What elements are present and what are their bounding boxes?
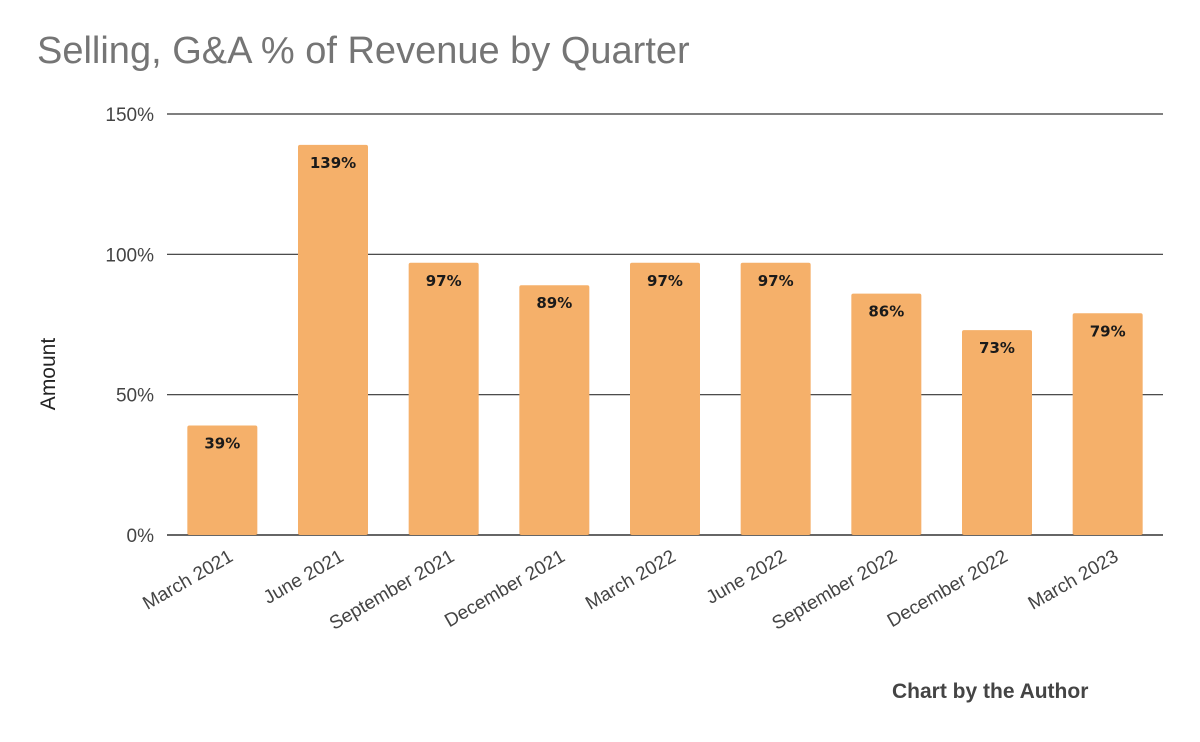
x-tick-label: September 2022 bbox=[769, 546, 901, 634]
data-label: 73% bbox=[979, 339, 1015, 357]
y-axis-ticks: 0% 50% 100% 150% bbox=[105, 105, 154, 547]
bar bbox=[187, 425, 258, 535]
x-tick-label: March 2021 bbox=[139, 546, 236, 614]
data-label: 39% bbox=[204, 435, 240, 453]
x-tick-label: December 2022 bbox=[884, 546, 1012, 632]
x-tick-label: December 2021 bbox=[441, 546, 569, 632]
x-tick-label: June 2021 bbox=[260, 546, 347, 609]
chart-title: Selling, G&A % of Revenue by Quarter bbox=[37, 30, 690, 72]
data-labels: 39% 139% 97% 89% 97% 97% 86% 73% 79% bbox=[204, 154, 1125, 453]
x-tick-label: September 2021 bbox=[326, 546, 458, 634]
bar bbox=[962, 330, 1032, 535]
data-label: 139% bbox=[310, 154, 356, 172]
bar bbox=[298, 144, 368, 535]
bar bbox=[408, 262, 479, 535]
data-label: 89% bbox=[536, 294, 572, 312]
data-label: 86% bbox=[868, 303, 904, 321]
y-tick-label: 0% bbox=[127, 526, 155, 547]
chart-credit: Chart by the Author bbox=[892, 680, 1089, 703]
y-tick-label: 50% bbox=[116, 386, 154, 407]
bar bbox=[519, 285, 590, 535]
data-label: 97% bbox=[426, 272, 462, 290]
data-label: 79% bbox=[1090, 322, 1126, 340]
x-tick-label: June 2022 bbox=[703, 546, 790, 609]
x-tick-label: March 2022 bbox=[582, 546, 679, 614]
bar bbox=[630, 262, 700, 535]
data-label: 97% bbox=[758, 272, 794, 290]
x-tick-label: March 2023 bbox=[1025, 546, 1122, 614]
data-label: 97% bbox=[647, 272, 683, 290]
bars bbox=[187, 144, 1143, 535]
bar bbox=[1072, 313, 1143, 535]
y-tick-label: 100% bbox=[105, 245, 154, 266]
y-axis-title: Amount bbox=[37, 338, 60, 411]
bar bbox=[851, 293, 922, 535]
bar bbox=[740, 262, 811, 535]
y-tick-label: 150% bbox=[105, 105, 154, 126]
